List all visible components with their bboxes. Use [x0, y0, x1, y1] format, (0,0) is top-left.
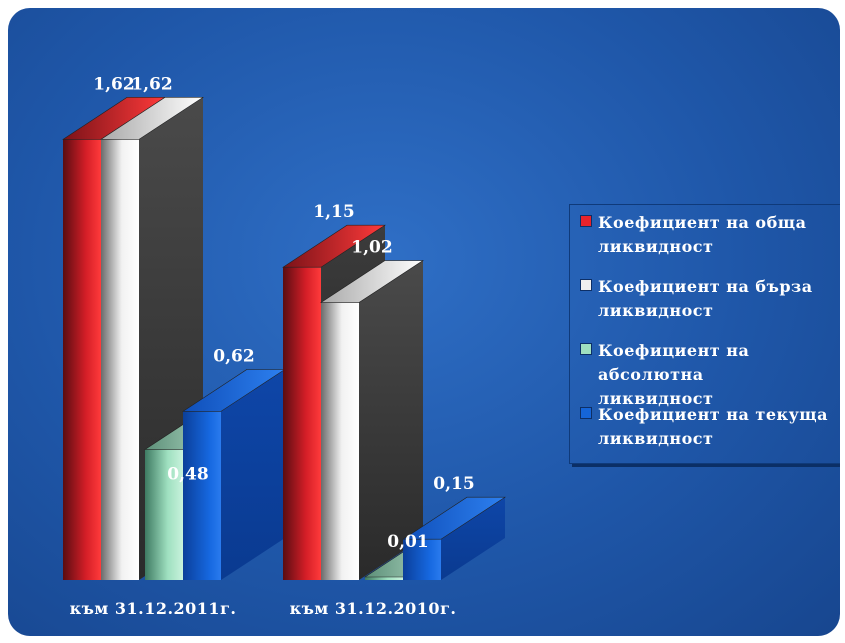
bar-top-face	[281, 224, 387, 268]
bar-current-2011	[181, 369, 287, 580]
legend-label-current: Коефициент на текуща ликвидност	[598, 405, 828, 448]
bar-front-face	[365, 577, 403, 580]
value-label-quick-2011: 1,62	[131, 74, 172, 94]
bar-front-face	[63, 139, 101, 581]
bar-top-face	[319, 260, 425, 303]
bar-side-face	[441, 497, 505, 580]
chart-panel: 1,62 1,62 0,48 0,62 1,15 1,02 0,01 0,15 към 31.…	[8, 8, 840, 636]
bar-side-face	[221, 369, 285, 580]
bar-front-face	[183, 411, 221, 580]
category-label-2011: към 31.12.2011г.	[70, 599, 237, 618]
category-label-2010: към 31.12.2010г.	[290, 599, 457, 618]
legend-swatch-current	[580, 407, 592, 419]
legend-label-absolute: Коефициент на абсолютна ликвидност	[598, 341, 750, 408]
bars-layer	[61, 97, 507, 581]
legend-swatch-total	[580, 215, 592, 227]
bar-front-face	[145, 449, 183, 580]
value-label-absolute-2011: 0,48	[167, 464, 208, 484]
bar-chart: 1,621,62 0,48 0,62 1,15 1,02 0,01 0,15 към 31.…	[61, 74, 507, 618]
bar-front-face	[403, 539, 441, 580]
value-labels-layer: 1,621,62 0,48 0,62 1,15 1,02 0,01 0,15	[93, 74, 474, 552]
legend-swatch-quick	[580, 279, 592, 291]
legend: Коефициент на обща ликвидност Коефициент…	[569, 204, 840, 464]
bar-top-face	[99, 97, 205, 140]
bar-front-face	[101, 139, 139, 581]
bar-top-face	[401, 496, 507, 540]
value-label-total-2010: 1,15	[313, 202, 354, 222]
legend-swatch-absolute	[580, 343, 592, 355]
value-label-total-2011: 1,62	[93, 74, 134, 94]
category-labels-layer: към 31.12.2011г. към 31.12.2010г.	[70, 599, 457, 618]
bar-current-2010	[401, 496, 507, 580]
bar-front-face	[321, 302, 359, 580]
value-label-current-2010: 0,15	[433, 474, 474, 494]
value-label-absolute-2010: 0,01	[387, 532, 428, 552]
legend-label-total: Коефициент на обща ликвидност	[598, 213, 807, 256]
value-label-quick-2010: 1,02	[351, 238, 392, 258]
legend-label-quick: Коефициент на бърза ликвидност	[598, 277, 813, 320]
bar-quick-2010	[319, 260, 425, 580]
value-label-current-2011: 0,62	[213, 346, 254, 366]
bar-side-face	[359, 260, 423, 580]
bar-front-face	[283, 267, 321, 580]
